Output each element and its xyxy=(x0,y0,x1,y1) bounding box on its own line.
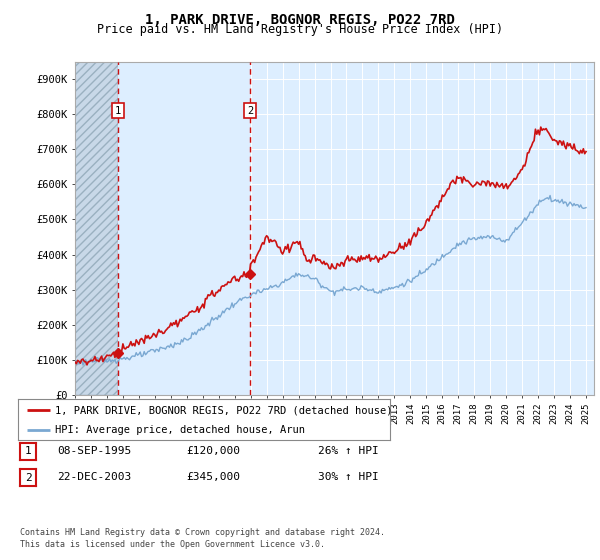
Text: 1, PARK DRIVE, BOGNOR REGIS, PO22 7RD: 1, PARK DRIVE, BOGNOR REGIS, PO22 7RD xyxy=(145,13,455,27)
Text: 30% ↑ HPI: 30% ↑ HPI xyxy=(318,472,379,482)
Text: £120,000: £120,000 xyxy=(186,446,240,456)
Text: Contains HM Land Registry data © Crown copyright and database right 2024.
This d: Contains HM Land Registry data © Crown c… xyxy=(20,528,385,549)
Text: 1: 1 xyxy=(115,106,121,116)
Text: Price paid vs. HM Land Registry's House Price Index (HPI): Price paid vs. HM Land Registry's House … xyxy=(97,23,503,36)
Text: 2: 2 xyxy=(247,106,253,116)
Text: 22-DEC-2003: 22-DEC-2003 xyxy=(57,472,131,482)
Text: £345,000: £345,000 xyxy=(186,472,240,482)
Text: 2: 2 xyxy=(25,473,32,483)
Text: 1, PARK DRIVE, BOGNOR REGIS, PO22 7RD (detached house): 1, PARK DRIVE, BOGNOR REGIS, PO22 7RD (d… xyxy=(55,405,392,415)
Text: 26% ↑ HPI: 26% ↑ HPI xyxy=(318,446,379,456)
Text: 1: 1 xyxy=(25,446,32,456)
Bar xyxy=(75,62,118,395)
Text: HPI: Average price, detached house, Arun: HPI: Average price, detached house, Arun xyxy=(55,424,305,435)
Bar xyxy=(118,62,250,395)
Text: 08-SEP-1995: 08-SEP-1995 xyxy=(57,446,131,456)
